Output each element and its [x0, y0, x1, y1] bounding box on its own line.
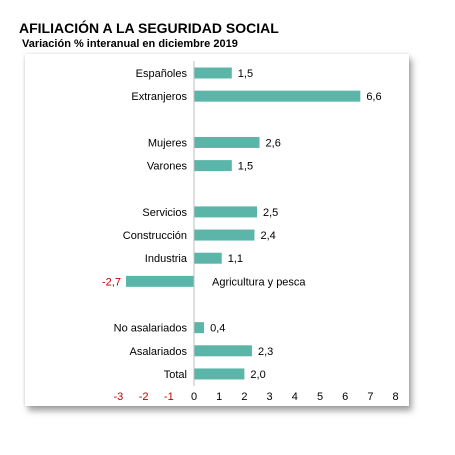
x-tick-label: 8	[393, 391, 399, 403]
bar-extranjeros	[194, 90, 361, 102]
bar-no-asalariados	[194, 322, 205, 334]
x-tick-label: 5	[317, 391, 323, 403]
category-label: Servicios	[142, 207, 187, 219]
bar-industria	[194, 252, 222, 264]
bar-españoles	[194, 67, 232, 79]
x-tick-label: 3	[267, 391, 273, 403]
bar-varones	[194, 160, 232, 172]
category-label: Asalariados	[130, 346, 188, 358]
category-label: Varones	[147, 161, 188, 173]
value-label: 6,6	[366, 91, 381, 103]
category-label: Industria	[145, 253, 188, 265]
x-tick-label: -3	[114, 391, 124, 403]
x-axis: -3 -2 -1 0 1 2 3 4 5 6 7 8	[114, 61, 399, 403]
category-label: Agricultura y pesca	[212, 276, 306, 288]
category-label: Españoles	[136, 68, 188, 80]
bar-servicios	[194, 206, 257, 218]
x-tick-label: 1	[216, 391, 222, 403]
value-label: 1,1	[228, 253, 243, 265]
value-label: 2,4	[260, 230, 275, 242]
x-tick-label: 7	[367, 391, 373, 403]
labels-layer: Españoles 1,5 Extranjeros 6,6 Mujeres 2,6 Varo…	[102, 68, 382, 381]
x-tick-label: 6	[342, 391, 348, 403]
value-label: 2,6	[266, 137, 281, 149]
category-label: No asalariados	[114, 323, 188, 335]
category-label: Mujeres	[148, 137, 188, 149]
value-label: 2,0	[250, 369, 265, 381]
value-label: 1,5	[238, 161, 253, 173]
value-label: 0,4	[210, 323, 225, 335]
x-tick-label: -2	[139, 391, 149, 403]
bar-total	[194, 368, 245, 380]
category-label: Construcción	[123, 230, 187, 242]
bars-layer	[125, 67, 361, 380]
bar-asalariados	[194, 345, 252, 357]
bar-construcción	[194, 229, 255, 241]
value-label: 2,3	[258, 346, 273, 358]
value-label: 2,5	[263, 207, 278, 219]
x-tick-label: 0	[191, 391, 197, 403]
x-tick-label: 2	[241, 391, 247, 403]
bar-agricultura-y-pesca	[125, 275, 194, 287]
bar-mujeres	[194, 136, 260, 148]
x-tick-label: -1	[164, 391, 174, 403]
value-label: 1,5	[238, 68, 253, 80]
value-label: -2,7	[102, 276, 121, 288]
category-label: Extranjeros	[131, 91, 187, 103]
category-label: Total	[164, 369, 187, 381]
x-tick-label: 4	[292, 391, 298, 403]
chart-subtitle: Variación % interanual en diciembre 2019	[22, 38, 238, 50]
chart-title: AFILIACIÓN A LA SEGURIDAD SOCIAL	[19, 20, 279, 36]
